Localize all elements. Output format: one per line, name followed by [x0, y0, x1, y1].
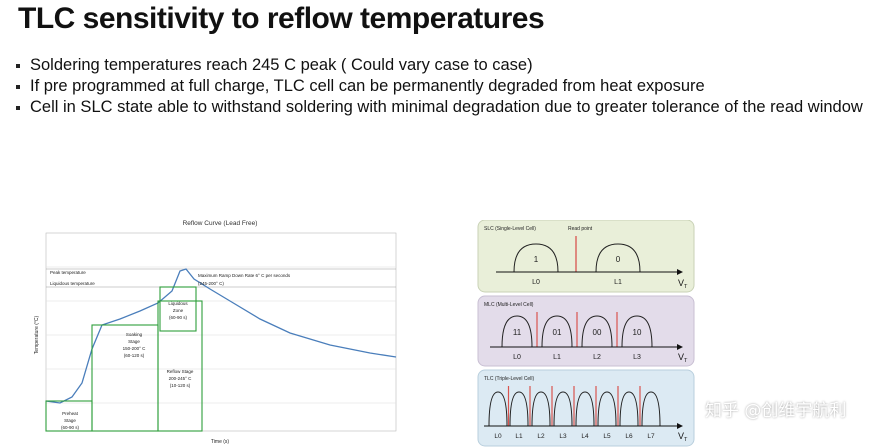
tlc-level-label: L6 [625, 433, 633, 440]
x-axis-label: Time (s) [211, 439, 229, 445]
bullet-marker [16, 106, 20, 110]
reflow-stage-label-3: (10-120 s) [170, 383, 191, 388]
slc-vt-axis-label: VT [678, 278, 688, 290]
reflow-curve-figure: Reflow Curve (Lead Free) Peak temperatur… [34, 220, 397, 445]
tlc-distributions [488, 391, 661, 427]
stage-boundaries [45, 286, 203, 432]
mlc-distribution-l1 [541, 315, 573, 348]
reflow-stage-label-2: 200-245° C [169, 376, 193, 381]
mlc-vt-axis-label: VT [678, 352, 688, 364]
tlc-level-label: L1 [515, 433, 523, 440]
read-point-label: Read point [568, 226, 593, 232]
mlc-bit-label: 11 [513, 328, 522, 337]
tlc-level-label: L3 [559, 433, 567, 440]
reflow-stage-label-1: Reflow Stage [167, 369, 194, 374]
mlc-level-label: L3 [633, 354, 641, 361]
bullet-marker [16, 64, 20, 68]
ramp-down-label-2: (245-200° C) [198, 281, 224, 286]
mlc-bit-label: 00 [593, 328, 602, 337]
mlc-distribution-l2 [581, 315, 613, 348]
bullet-text: Cell in SLC state able to withstand sold… [30, 98, 863, 116]
ramp-down-label-1: Maximum Ramp Down Rate 6° C per seconds [198, 273, 291, 278]
nand-cell-states-figure: SLC (Single-Level Cell) Read point 1 0 L… [477, 220, 695, 447]
slc-level-label: L0 [532, 279, 540, 286]
preheat-stage-label-1: Preheat [62, 411, 79, 416]
tlc-read-point-lines [507, 386, 641, 426]
liquidous-zone-label-2: Zone [173, 308, 184, 313]
tlc-level-label: L2 [537, 433, 545, 440]
plot-area [45, 232, 397, 432]
tlc-level-label: L7 [647, 433, 655, 440]
reflow-chart-title: Reflow Curve (Lead Free) [183, 220, 258, 227]
bullet-marker [16, 85, 20, 89]
slc-bit-label: 1 [534, 255, 539, 264]
mlc-distribution-l0 [501, 315, 533, 348]
mlc-panel-title: MLC (Multi-Level Cell) [484, 302, 534, 308]
slc-level-label: L1 [614, 279, 622, 286]
bullet-item: If pre programmed at full charge, TLC ce… [14, 76, 874, 97]
mlc-bit-label: 01 [553, 328, 562, 337]
tlc-level-label: L5 [603, 433, 611, 440]
bullet-list: Soldering temperatures reach 245 C peak … [14, 55, 874, 118]
liquidous-zone-label-1: Liquidous [168, 301, 188, 306]
slc-distribution-l1 [595, 243, 641, 273]
slide-title: TLC sensitivity to reflow temperatures [18, 2, 545, 35]
mlc-level-label: L1 [553, 354, 561, 361]
soaking-stage-label-3: 150-200° C [123, 346, 147, 351]
bullet-text: If pre programmed at full charge, TLC ce… [30, 77, 705, 95]
watermark: 知乎 @创维宇航利 [705, 401, 847, 421]
slc-panel [477, 220, 695, 293]
soaking-stage-label-2: Stage [128, 339, 140, 344]
mlc-bit-label: 10 [633, 328, 642, 337]
tlc-level-label: L4 [581, 433, 589, 440]
bullet-text: Soldering temperatures reach 245 C peak … [30, 56, 533, 74]
reflow-temperature-curve [45, 268, 397, 404]
slc-distribution-l0 [513, 243, 559, 273]
mlc-distribution-l3 [621, 315, 653, 348]
soaking-stage-label-4: (60-120 s) [124, 353, 145, 358]
soaking-stage-label-1: Soaking [126, 332, 143, 337]
bullet-item: Cell in SLC state able to withstand sold… [14, 97, 874, 118]
mlc-level-label: L2 [593, 354, 601, 361]
tlc-panel-title: TLC (Triple-Level Cell) [484, 376, 534, 382]
mlc-level-label: L0 [513, 354, 521, 361]
mlc-read-point-lines [536, 312, 618, 347]
liquidous-temperature-label: Liquidous temperature [50, 281, 95, 286]
y-axis-label: Temperature (°C) [34, 315, 40, 354]
grid-lines [46, 266, 396, 404]
preheat-stage-label-3: (60-90 s) [61, 425, 80, 430]
slc-bit-label: 0 [616, 255, 621, 264]
liquidous-zone-label-3: (60-90 s) [169, 315, 188, 320]
mlc-panel [477, 295, 695, 367]
peak-temperature-label: Peak temperature [50, 270, 86, 275]
tlc-vt-axis-label: VT [678, 431, 688, 443]
preheat-stage-label-2: Stage [64, 418, 76, 423]
bullet-item: Soldering temperatures reach 245 C peak … [14, 55, 874, 76]
slc-panel-title: SLC (Single-Level Cell) [484, 226, 536, 232]
tlc-level-label: L0 [494, 433, 502, 440]
